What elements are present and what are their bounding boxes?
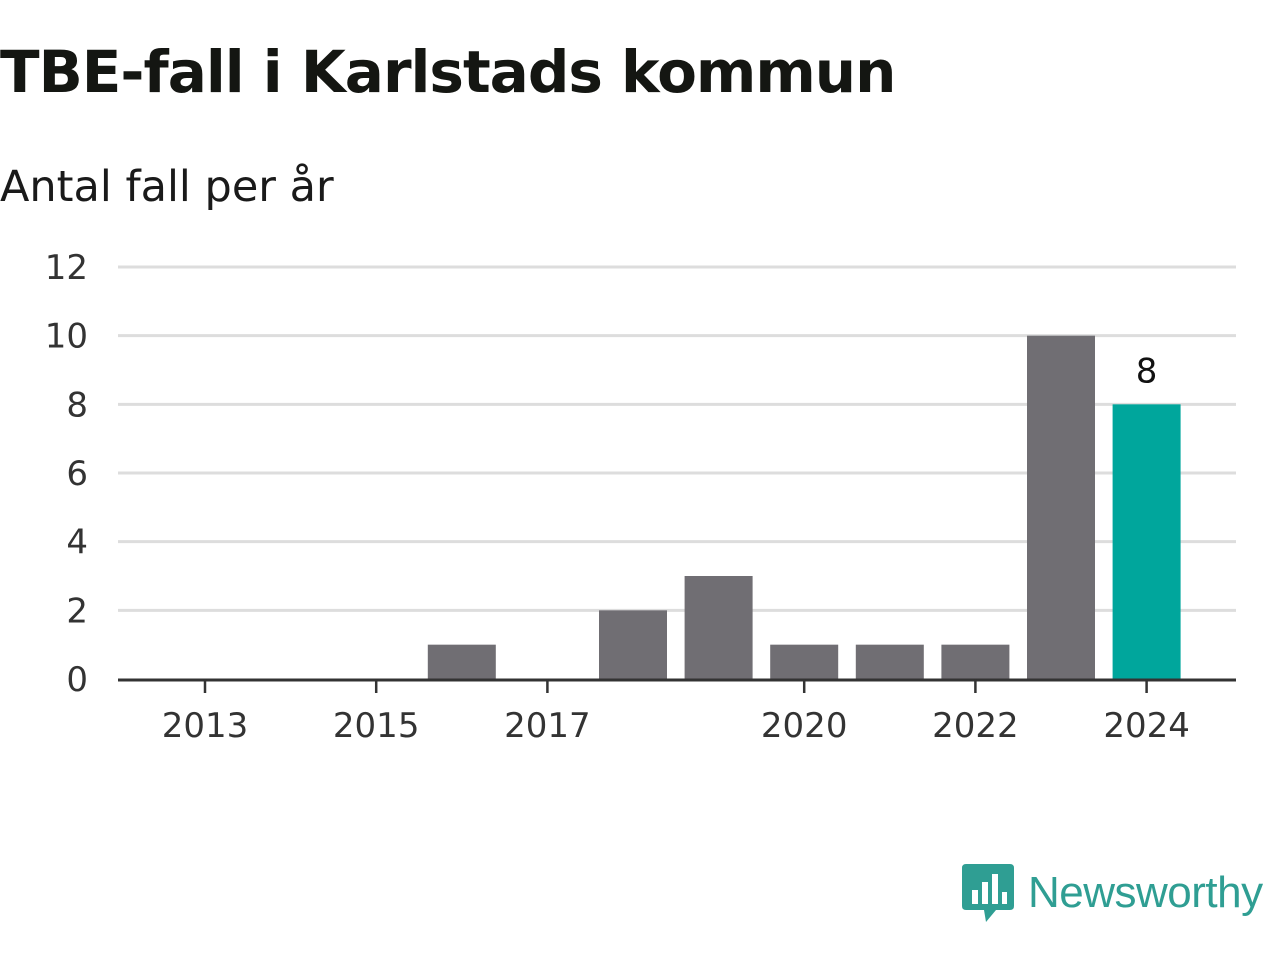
bar-2023 [1027, 335, 1095, 679]
y-tick-label: 2 [66, 591, 88, 631]
bar-2020 [770, 644, 839, 679]
x-tick-label: 2024 [1103, 706, 1190, 746]
y-tick-label: 8 [66, 385, 88, 425]
data-label: 8 [1136, 351, 1158, 391]
axes [118, 678, 1236, 693]
chart-subtitle: Antal fall per år [0, 162, 334, 212]
labels: 0 2 4 6 8 10 12 2013 2015 2017 2020 2022 2024 8 [45, 248, 1190, 746]
x-tick-label: 2017 [504, 706, 591, 746]
chart-title: TBE-fall i Karlstads kommun [0, 38, 896, 106]
newsworthy-logo: Newsworthy [962, 862, 1263, 924]
y-tick-label: 4 [66, 523, 88, 563]
y-tick-label: 0 [66, 660, 88, 700]
bar-2021 [855, 644, 924, 679]
x-tick-label: 2013 [162, 706, 249, 746]
brand-name: Newsworthy [1028, 868, 1263, 917]
bars [427, 335, 1181, 679]
x-tick-label: 2022 [932, 706, 1019, 746]
y-tick-label: 12 [45, 248, 88, 288]
bar-2024 [1112, 404, 1181, 679]
y-tick-label: 6 [66, 454, 88, 494]
bar-2022 [941, 644, 1010, 679]
y-tick-label: 10 [45, 317, 88, 357]
newsworthy-logo-icon [962, 864, 1014, 922]
bar-2016 [427, 644, 496, 679]
bar-chart: 0 2 4 6 8 10 12 2013 2015 2017 2020 2022 2024 8 [45, 248, 1236, 746]
bar-2018 [599, 610, 667, 679]
x-tick-label: 2020 [761, 706, 848, 746]
x-tick-label: 2015 [333, 706, 420, 746]
bar-2019 [684, 576, 753, 679]
